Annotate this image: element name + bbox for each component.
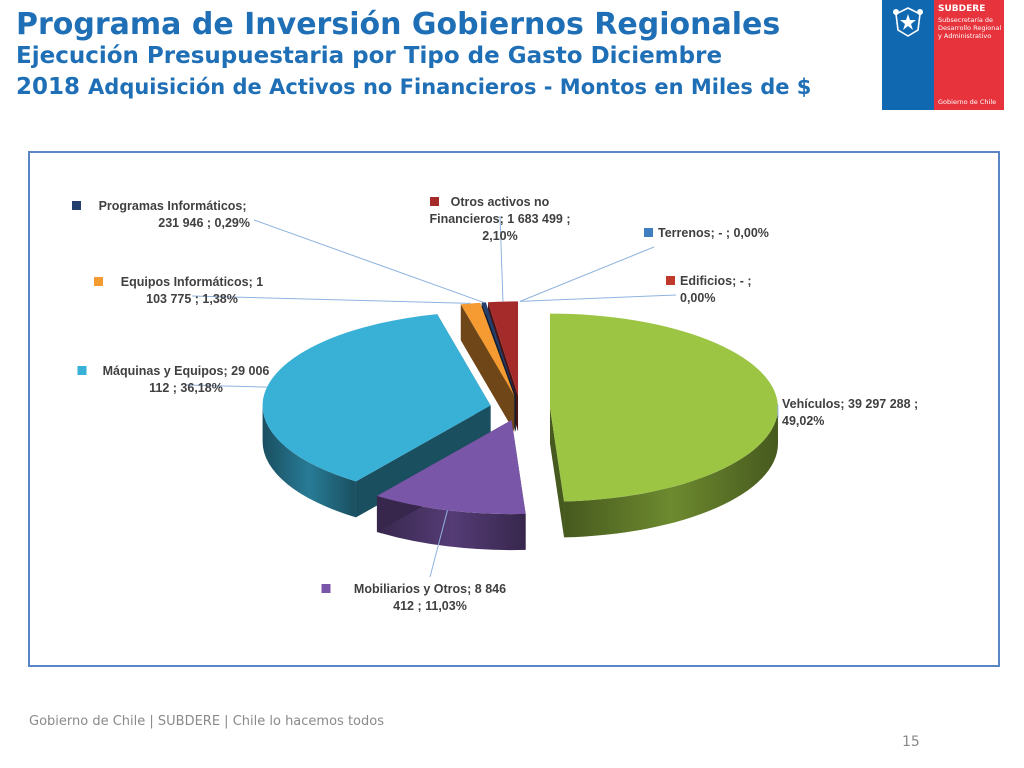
slice-top bbox=[262, 314, 491, 482]
data-label: Equipos Informáticos; 1 103 775 ; 1,38% bbox=[121, 275, 263, 306]
legend-key bbox=[644, 228, 653, 237]
legend-key bbox=[72, 201, 81, 210]
logo-government: Gobierno de Chile bbox=[938, 98, 997, 106]
slice-top bbox=[488, 301, 519, 396]
legend-key bbox=[768, 399, 777, 408]
subdere-logo: SUBDERE Subsecretaría de Desarrollo Regi… bbox=[882, 0, 1004, 110]
title-line-1: Programa de Inversión Gobiernos Regional… bbox=[16, 7, 781, 42]
slice-top bbox=[481, 302, 516, 396]
title-subject: Adquisición de Activos no Financieros - … bbox=[88, 75, 812, 99]
data-label: Mobiliarios y Otros; 8 846 412 ; 11,03% bbox=[354, 582, 506, 613]
chart-frame: Vehículos; 39 297 288 ; 49,02% Mobiliarios… bbox=[28, 151, 1000, 667]
legend-key bbox=[430, 197, 439, 206]
data-label: Vehículos; 39 297 288 ; 49,02% bbox=[782, 397, 918, 428]
leader-line bbox=[519, 246, 655, 302]
page-number: 15 bbox=[902, 734, 920, 750]
legend-key bbox=[321, 584, 331, 593]
leader-line bbox=[253, 219, 484, 303]
legend-key bbox=[77, 366, 87, 375]
slice-cut bbox=[460, 304, 515, 432]
pie-slice bbox=[376, 420, 526, 551]
leader-line bbox=[499, 215, 504, 302]
slice-top bbox=[376, 420, 526, 515]
data-label: Máquinas y Equipos; 29 006 112 ; 36,18% bbox=[103, 364, 270, 395]
pie-chart: Vehículos; 39 297 288 ; 49,02% Mobiliarios… bbox=[72, 195, 918, 613]
logo-org-subtitle: Subsecretaría de Desarrollo Regional y A… bbox=[938, 16, 1002, 40]
data-label: Otros activos no Financieros; 1 683 499 ;… bbox=[429, 195, 570, 243]
pie-slice bbox=[549, 313, 778, 538]
title-line-3: 2018 Adquisición de Activos no Financier… bbox=[16, 71, 876, 103]
legend-key bbox=[94, 277, 103, 286]
pie-slice bbox=[460, 302, 515, 432]
footer-text: Gobierno de Chile | SUBDERE | Chile lo h… bbox=[29, 714, 384, 729]
logo-red-panel bbox=[934, 0, 1004, 110]
logo-blue-panel bbox=[882, 0, 934, 110]
slice-rim bbox=[262, 405, 356, 518]
coat-of-arms-icon bbox=[893, 7, 923, 37]
slice-top bbox=[460, 302, 515, 396]
legend-key bbox=[666, 276, 675, 285]
slice-rim bbox=[564, 407, 778, 538]
slice-cut bbox=[549, 407, 565, 538]
data-label: Terrenos; - ; 0,00% bbox=[658, 226, 769, 240]
logo-org-name: SUBDERE bbox=[938, 4, 986, 14]
data-label: Edificios; - ; 0,00% bbox=[680, 274, 752, 305]
slice-top bbox=[549, 313, 778, 502]
data-label: Programas Informáticos; 231 946 ; 0,29% bbox=[99, 199, 250, 230]
slide-title: Programa de Inversión Gobiernos Regional… bbox=[16, 8, 876, 103]
title-year: 2018 bbox=[16, 74, 81, 100]
leader-line bbox=[191, 295, 471, 304]
leader-line bbox=[519, 294, 677, 302]
title-line-2: Ejecución Presupuestaria por Tipo de Gas… bbox=[16, 43, 723, 69]
leader-line bbox=[185, 384, 268, 388]
leader-line bbox=[429, 510, 448, 578]
